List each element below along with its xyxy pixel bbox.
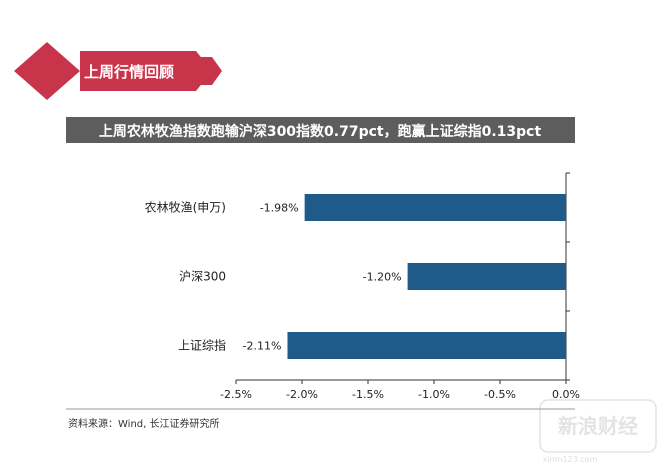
x-tick-label: -2.0% (286, 388, 318, 401)
watermark: 新浪财经 xinm123.com (539, 399, 657, 464)
headline-text: 上周农林牧渔指数跑输沪深300指数0.77pct，跑赢上证综指0.13pct (99, 123, 542, 140)
source-note: 资料来源：Wind, 长江证券研究所 (68, 417, 220, 430)
bar-chart: -2.5% -2.0% -1.5% -1.0% -0.5% 0.0% -1.98% 农林牧渔(… (145, 172, 580, 401)
category-label: 沪深300 (179, 270, 226, 284)
x-tick-label: -1.5% (352, 388, 384, 401)
headline-banner-bg (66, 117, 575, 143)
header-arrow-shape (200, 57, 222, 85)
section-header: 上周行情回顾 (14, 42, 222, 100)
category-label: 上证综指 (178, 338, 226, 353)
bar (407, 263, 566, 290)
bar (304, 194, 566, 221)
header-tab-shape (80, 51, 212, 91)
bar-data-label: -2.11% (243, 340, 282, 353)
watermark-frame (539, 399, 657, 453)
header-diamond-shape (14, 42, 80, 100)
category-label: 农林牧渔(申万) (145, 201, 226, 215)
bar-data-label: -1.20% (363, 271, 402, 284)
x-tick-label: -2.5% (220, 388, 252, 401)
headline-banner: 上周农林牧渔指数跑输沪深300指数0.77pct，跑赢上证综指0.13pct (66, 117, 575, 143)
watermark-url: xinm123.com (543, 455, 598, 464)
x-tick-label: -0.5% (484, 388, 516, 401)
watermark-text: 新浪财经 (558, 414, 638, 438)
header-label: 上周行情回顾 (84, 63, 174, 81)
bar (287, 332, 566, 359)
x-tick-label: -1.0% (418, 388, 450, 401)
x-tick-label: 0.0% (552, 388, 580, 401)
bar-data-label: -1.98% (260, 202, 299, 215)
